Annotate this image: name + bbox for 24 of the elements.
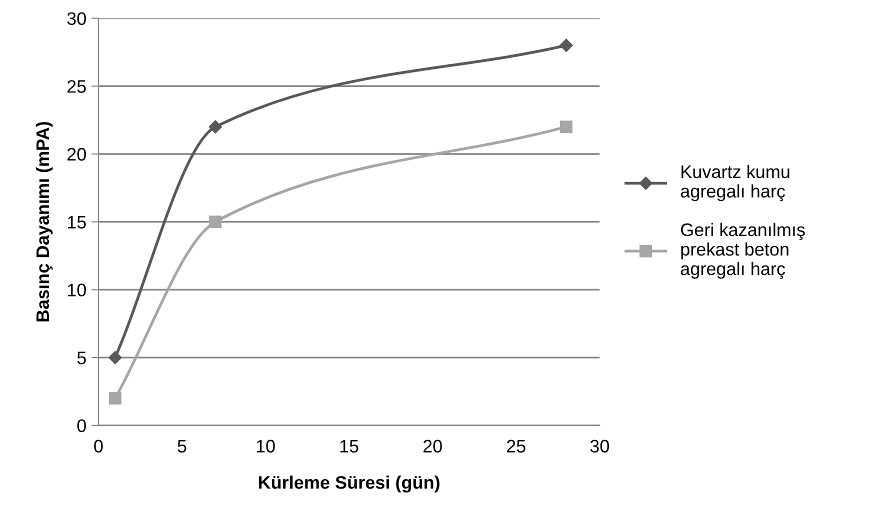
x-tick-label: 30 [590,440,609,453]
y-tick-label: 15 [68,216,86,229]
y-tick-label: 20 [67,148,86,161]
y-axis-title: Basınç Dayanımı (mPA) [36,122,53,322]
y-tick-label: 30 [67,12,86,25]
x-tick-label: 0 [94,440,103,453]
point [108,392,122,405]
x-tick-label: 25 [506,440,526,453]
x-axis-title: Kürleme Süresi (gün) [258,476,440,493]
point [560,38,573,52]
legend-label: Geri kazanılmış prekast beton agregalı harç [680,222,805,279]
point [108,350,122,364]
y-tick-label: 10 [68,284,86,296]
x-tick-label: 10 [256,440,275,453]
legend-label: Kuvartz kumu agregalı harç [680,164,790,202]
x-tick-label: 5 [178,440,186,453]
y-tick-label: 0 [77,419,86,432]
point [209,216,222,228]
x-tick-label: 20 [423,440,442,453]
point [208,120,222,134]
y-tick-label: 25 [67,80,86,93]
y-tick-label: 5 [77,352,86,364]
x-tick-label: 15 [340,440,358,453]
point [560,120,572,134]
